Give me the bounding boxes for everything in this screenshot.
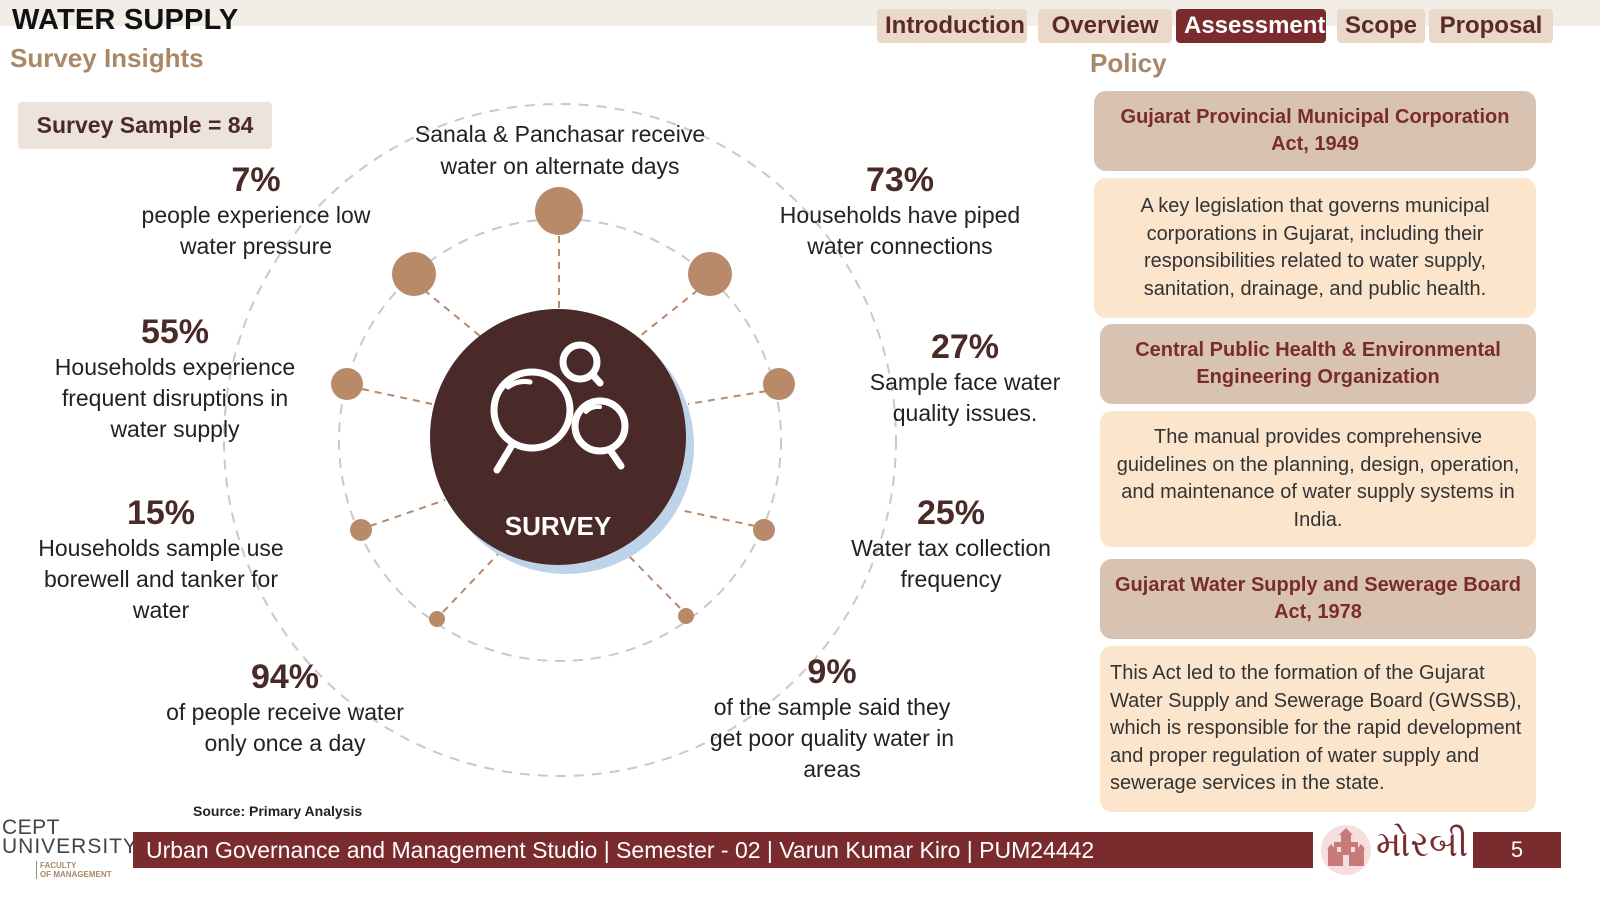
stat-description: of the sample said they get poor quality… bbox=[709, 694, 955, 782]
connector-line bbox=[639, 289, 699, 337]
morbi-palace-emblem-icon bbox=[1321, 825, 1371, 875]
center-label: SURVEY bbox=[505, 511, 611, 541]
policy-body-gwssb-act: This Act led to the formation of the Guj… bbox=[1100, 646, 1536, 812]
node-dot bbox=[678, 608, 694, 624]
stat-percent: 25% bbox=[916, 494, 986, 532]
footer-bar: Urban Governance and Management Studio |… bbox=[133, 832, 1313, 868]
connector-line bbox=[423, 289, 481, 337]
logo-faculty: FACULTY OF MANAGEMENT bbox=[36, 861, 112, 879]
logo-line-university: UNIVERSITY bbox=[2, 835, 139, 858]
policy-title-cpheeo: Central Public Health & Environmental En… bbox=[1100, 324, 1536, 404]
stat-borewell: 15% Households sample use borewell and t… bbox=[30, 493, 292, 626]
stat-percent: 94% bbox=[250, 658, 320, 696]
stat-once-a-day: 94% of people receive water only once a … bbox=[155, 657, 415, 759]
top-band bbox=[0, 0, 1600, 26]
page-title: WATER SUPPLY bbox=[12, 4, 239, 36]
node-dot bbox=[763, 368, 795, 400]
stat-description: Households have piped water connections bbox=[779, 202, 1021, 259]
connector-line bbox=[687, 388, 780, 405]
stat-percent: 15% bbox=[126, 494, 196, 532]
connector-lines bbox=[361, 236, 780, 613]
policy-body-gpmc-act: A key legislation that governs municipal… bbox=[1094, 178, 1536, 318]
tab-overview[interactable]: Overview bbox=[1038, 9, 1172, 43]
tab-introduction[interactable]: Introduction bbox=[877, 9, 1027, 43]
cept-university-logo: CEPT UNIVERSITY FACULTY OF MANAGEMENT bbox=[2, 816, 137, 880]
logo-faculty-line1: FACULTY bbox=[40, 861, 77, 870]
connector-line bbox=[442, 551, 501, 613]
stat-description: Sample face water quality issues. bbox=[869, 369, 1061, 426]
connector-line bbox=[369, 499, 446, 527]
tab-scope[interactable]: Scope bbox=[1337, 9, 1425, 43]
stat-description: of people receive water only once a day bbox=[166, 699, 404, 756]
top-note: Sanala & Panchasar receive water on alte… bbox=[414, 121, 706, 179]
tab-proposal[interactable]: Proposal bbox=[1429, 9, 1553, 43]
policy-heading: Policy bbox=[1090, 48, 1167, 78]
node-dot bbox=[535, 187, 583, 235]
node-dot bbox=[753, 519, 775, 541]
node-dot bbox=[331, 368, 363, 400]
stat-description: people experience low water pressure bbox=[141, 202, 371, 259]
node-dot bbox=[392, 252, 436, 296]
stat-quality-issues: 27% Sample face water quality issues. bbox=[860, 327, 1070, 429]
satellite-nodes bbox=[331, 187, 795, 627]
page-subtitle: Survey Insights bbox=[10, 43, 204, 73]
survey-radial-diagram: SURVEY bbox=[223, 103, 897, 777]
node-dot bbox=[429, 611, 445, 627]
connector-line bbox=[624, 551, 681, 609]
stat-disruptions: 55% Households experience frequent disru… bbox=[40, 312, 310, 445]
stat-low-pressure: 7% people experience low water pressure bbox=[106, 160, 406, 262]
survey-sample-badge: Survey Sample = 84 bbox=[18, 102, 272, 149]
inner-dashed-ring bbox=[338, 218, 782, 662]
page-number: 5 bbox=[1473, 832, 1561, 868]
stat-percent: 73% bbox=[865, 161, 935, 199]
logo-line-cept: CEPT bbox=[2, 816, 61, 839]
connector-line bbox=[679, 509, 756, 527]
node-dot bbox=[350, 519, 372, 541]
policy-body-cpheeo: The manual provides comprehensive guidel… bbox=[1100, 411, 1536, 547]
city-logo-text: મોરબી bbox=[1376, 824, 1469, 865]
policy-title-gwssb-act: Gujarat Water Supply and Sewerage Board … bbox=[1100, 559, 1536, 639]
stat-percent: 27% bbox=[930, 328, 1000, 366]
policy-title-gpmc-act: Gujarat Provincial Municipal Corporation… bbox=[1094, 91, 1536, 171]
stat-water-tax: 25% Water tax collection frequency bbox=[836, 493, 1066, 595]
stat-percent: 55% bbox=[140, 313, 210, 351]
stat-description: Households experience frequent disruptio… bbox=[54, 354, 296, 442]
node-dot bbox=[688, 252, 732, 296]
stat-piped-connections: 73% Households have piped water connecti… bbox=[770, 160, 1030, 262]
source-note: Source: Primary Analysis bbox=[193, 803, 363, 819]
stat-description: Water tax collection frequency bbox=[851, 535, 1051, 592]
stat-description: Households sample use borewell and tanke… bbox=[38, 535, 284, 623]
stat-poor-quality: 9% of the sample said they get poor qual… bbox=[702, 652, 962, 785]
connector-line bbox=[361, 388, 433, 405]
tab-assessment[interactable]: Assessment bbox=[1176, 9, 1326, 43]
stat-percent: 9% bbox=[807, 653, 857, 691]
magnifying-glasses-icon bbox=[490, 341, 629, 474]
outer-dashed-ring bbox=[223, 103, 897, 777]
logo-faculty-line2: OF MANAGEMENT bbox=[40, 870, 112, 879]
stat-percent: 7% bbox=[231, 161, 281, 199]
